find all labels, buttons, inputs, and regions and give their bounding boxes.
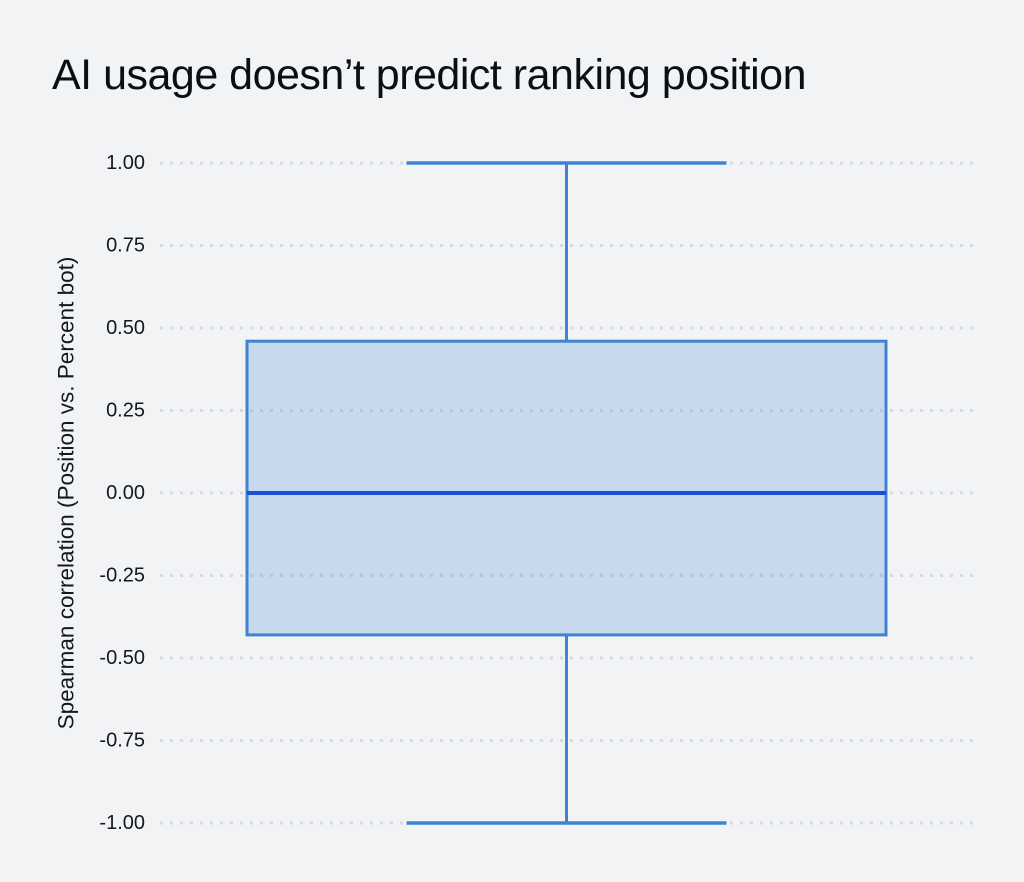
y-tick-label: 0.50	[106, 317, 145, 339]
iqr-box	[247, 341, 886, 635]
y-tick-label: 0.75	[106, 235, 145, 257]
boxplot-chart: 1.00 0.75 0.50 0.25 0.00 -0.25 -0.50 -0.75 -1.00…	[0, 0, 1024, 882]
y-tick-label: -0.25	[99, 565, 145, 587]
chart-canvas: AI usage doesn’t predict ranking positio…	[0, 0, 1024, 882]
y-tick-label: 1.00	[106, 152, 145, 174]
y-tick-label: -1.00	[99, 812, 145, 834]
y-tick-label: 0.25	[106, 400, 145, 422]
y-tick-label: -0.75	[99, 730, 145, 752]
y-tick-label: -0.50	[99, 647, 145, 669]
y-axis-label: Spearman correlation (Position vs. Perce…	[54, 257, 79, 730]
y-tick-label: 0.00	[106, 482, 145, 504]
